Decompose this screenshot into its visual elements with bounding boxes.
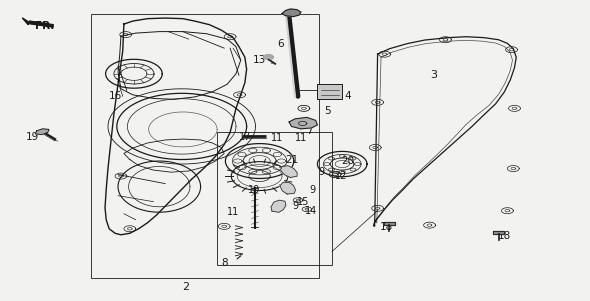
Polygon shape [22, 18, 53, 27]
Polygon shape [271, 200, 286, 212]
Polygon shape [282, 9, 301, 17]
Text: 12: 12 [335, 171, 347, 181]
Text: 21: 21 [286, 154, 299, 165]
Text: 20: 20 [342, 156, 355, 166]
Text: 9: 9 [310, 185, 316, 195]
Text: 18: 18 [498, 231, 511, 241]
Polygon shape [384, 222, 395, 225]
Text: 11: 11 [271, 133, 283, 144]
Polygon shape [280, 182, 296, 194]
Polygon shape [280, 166, 297, 178]
Text: 4: 4 [345, 91, 352, 101]
Text: 3: 3 [430, 70, 437, 80]
Text: 2: 2 [182, 282, 189, 293]
Polygon shape [264, 55, 273, 60]
Text: 7: 7 [306, 126, 313, 136]
Polygon shape [35, 129, 49, 135]
Text: 10: 10 [248, 185, 260, 195]
Text: 11: 11 [227, 207, 239, 217]
Text: 17: 17 [239, 132, 251, 142]
Text: 15: 15 [297, 197, 309, 207]
Polygon shape [289, 117, 317, 129]
Text: 9: 9 [292, 201, 298, 211]
Text: 6: 6 [277, 39, 284, 49]
Bar [317, 84, 342, 99]
Text: 8: 8 [221, 258, 228, 268]
Polygon shape [493, 231, 504, 234]
Text: 16: 16 [109, 91, 122, 101]
Text: 9: 9 [319, 166, 324, 177]
Text: 19: 19 [26, 132, 39, 142]
Text: 5: 5 [324, 106, 331, 116]
Bar [91, 14, 319, 278]
Bar [217, 132, 332, 265]
Text: 11: 11 [295, 133, 307, 144]
Text: 13: 13 [253, 55, 266, 65]
Text: 18: 18 [380, 222, 393, 232]
Text: FR.: FR. [35, 20, 54, 31]
Text: 14: 14 [305, 206, 317, 216]
